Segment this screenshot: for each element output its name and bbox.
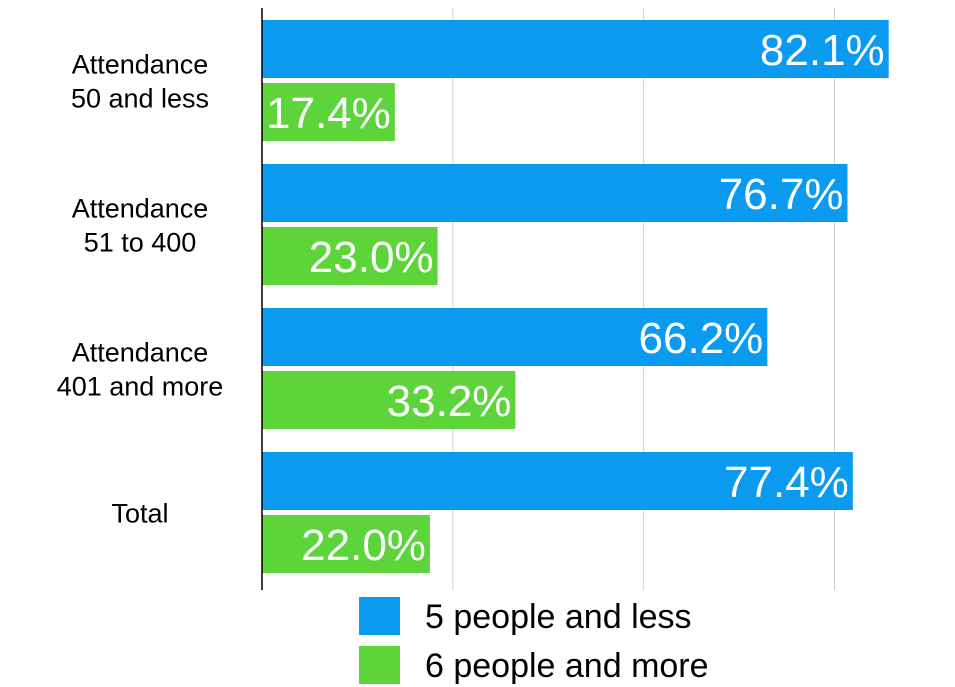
legend-swatch [359, 646, 400, 684]
category-label: Attendance 50 and less [71, 50, 209, 114]
category-label-line: 401 and more [57, 372, 224, 402]
category-label-line: Total [111, 499, 168, 529]
data-label: 77.4% [724, 458, 849, 507]
category-label: Attendance 51 to 400 [72, 194, 209, 258]
data-labels: 82.1% 17.4% 76.7% 23.0% 66.2% 33.2% 77.4% 22.0% [266, 26, 885, 570]
category-label: Attendance 401 and more [57, 338, 224, 402]
category-label-line: Attendance [72, 338, 209, 368]
category-label-line: 50 and less [71, 84, 209, 114]
bar [262, 164, 848, 222]
category-labels: Attendance 50 and less Attendance 51 to 400… [57, 50, 224, 529]
legend-swatch [359, 597, 400, 635]
bar [262, 83, 395, 141]
bar [262, 515, 430, 573]
data-label: 23.0% [309, 233, 434, 282]
bar [262, 452, 853, 510]
category-label-line: Attendance [72, 50, 209, 80]
data-label: 17.4% [266, 89, 391, 138]
data-label: 33.2% [387, 377, 512, 426]
data-label: 76.7% [719, 170, 844, 219]
data-label: 66.2% [639, 314, 764, 363]
bar [262, 227, 438, 285]
legend-label: 6 people and more [425, 647, 709, 685]
bar [262, 371, 516, 429]
data-label: 82.1% [760, 26, 885, 75]
bar [262, 308, 768, 366]
legend-label: 5 people and less [425, 598, 692, 636]
legend: 5 people and less 6 people and more [359, 597, 709, 685]
category-label: Total [111, 499, 168, 529]
bars [262, 20, 889, 573]
category-label-line: 51 to 400 [84, 228, 197, 258]
category-label-line: Attendance [72, 194, 209, 224]
bar [262, 20, 889, 78]
data-label: 22.0% [301, 521, 426, 570]
